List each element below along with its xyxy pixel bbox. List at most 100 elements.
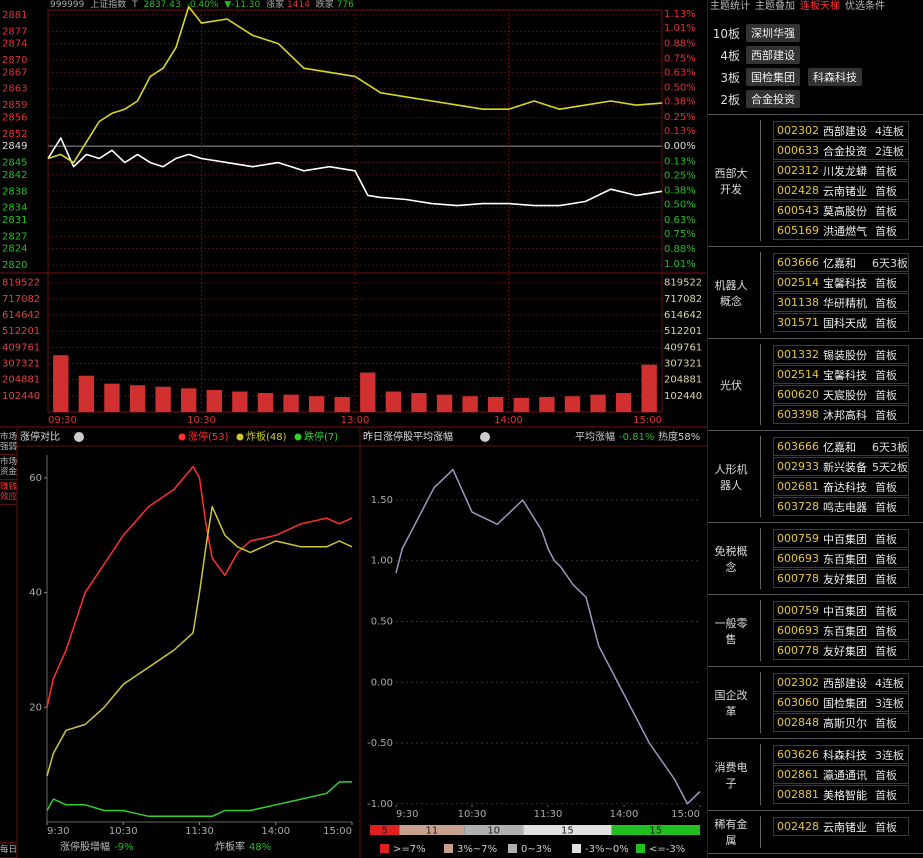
stock-row[interactable]: 002428 云南锗业 首板 [773, 817, 909, 836]
stock-row[interactable]: 600778 友好集团 首板 [773, 641, 909, 660]
stock-row[interactable]: 002848 高斯贝尔 首板 [773, 713, 909, 732]
ladder: 10板 深圳华强 4板 西部建设 3板 国检集团 科森科技 2板 合金投资 [708, 14, 923, 115]
stock-row[interactable]: 301571 国科天成 首板 [773, 313, 909, 332]
stock-row[interactable]: 000759 中百集团 首板 [773, 601, 909, 620]
stock-code: 002302 [777, 676, 819, 689]
theme-name: 稀有金属 [714, 818, 748, 847]
stock-row[interactable]: 002302 西部建设 4连板 [773, 673, 909, 692]
side-tab[interactable]: 赚钱效应 [0, 480, 17, 505]
y-tick-label: 1.00 [371, 556, 393, 567]
stock-row[interactable]: 001332 锡装股份 首板 [773, 345, 909, 364]
theme-group: 一般零售 000759 中百集团 首板 600693 东百集团 首板 600778 友好集团 首板 [708, 595, 923, 667]
stat-label: 平均涨幅 [575, 430, 615, 443]
stock-row[interactable]: 002881 美格智能 首板 [773, 785, 909, 804]
stock-row[interactable]: 000759 中百集团 首板 [773, 529, 909, 548]
legend-label: >=7% [393, 844, 426, 855]
stock-row[interactable]: 600620 天宸股份 首板 [773, 385, 909, 404]
stock-row[interactable]: 002681 奋达科技 首板 [773, 477, 909, 496]
stock-code: 600620 [777, 388, 819, 401]
stock-status: 6天3板 [872, 440, 908, 454]
stock-code: 603666 [777, 256, 819, 269]
stock-row[interactable]: 002514 宝馨科技 首板 [773, 365, 909, 384]
side-tab[interactable]: 市场资金 [0, 455, 17, 480]
y2-tick-label: 0.25% [664, 112, 696, 123]
stock-row[interactable]: 600693 东百集团 首板 [773, 621, 909, 640]
stock-row[interactable]: 600778 友好集团 首板 [773, 569, 909, 588]
stock-name: 友好集团 [823, 644, 867, 658]
volume-bar [78, 375, 95, 412]
ladder-stock[interactable]: 科森科技 [808, 68, 862, 86]
ladder-stock[interactable]: 深圳华强 [746, 24, 800, 42]
panel-tab[interactable]: 主题叠加 [755, 1, 795, 12]
stock-row[interactable]: 603626 科森科技 3连板 [773, 745, 909, 764]
y-tick-label: 1.50 [371, 495, 393, 506]
volume-bar [257, 393, 274, 412]
ladder-stock[interactable]: 西部建设 [746, 46, 800, 64]
y-tick-label: 40 [29, 588, 42, 599]
distribution-segment [611, 825, 700, 835]
volume-bar [104, 383, 120, 412]
y-tick-label: 2842 [2, 170, 27, 181]
x-tick-label: 9:30 [47, 826, 69, 837]
side-tab[interactable]: 每日 [0, 842, 17, 858]
theme-stocks: 002428 云南锗业 首板 [760, 816, 909, 848]
theme-group: 人形机器人 603666 亿嘉和 6天3板 002933 新兴装备 5天2板 002681 奋达… [708, 431, 923, 523]
stock-row[interactable]: 002302 西部建设 4连板 [773, 121, 909, 140]
stock-status: 3连板 [875, 696, 904, 710]
stock-row[interactable]: 603666 亿嘉和 6天3板 [773, 253, 909, 272]
y-tick-label: 2845 [2, 158, 27, 169]
stock-row[interactable]: 603060 国检集团 3连板 [773, 693, 909, 712]
stock-row[interactable]: 605169 洪通燃气 首板 [773, 221, 909, 240]
stock-name: 亿嘉和 [823, 256, 856, 270]
stock-code: 002514 [777, 368, 819, 381]
stock-row[interactable]: 603398 沐邦高科 首板 [773, 405, 909, 424]
stock-row[interactable]: 002933 新兴装备 5天2板 [773, 457, 909, 476]
stock-code: 000633 [777, 144, 819, 157]
distribution-label: 11 [426, 826, 439, 837]
y2-tick-label: 0.75% [664, 229, 696, 240]
theme-stocks: 000759 中百集团 首板 600693 东百集团 首板 600778 友好集团 首板 [760, 600, 909, 661]
stock-row[interactable]: 000633 合金投资 2连板 [773, 141, 909, 160]
stock-code: 600693 [777, 624, 819, 637]
distribution-label: 15 [649, 826, 662, 837]
y-tick-label: 60 [29, 473, 42, 484]
panel-tab[interactable]: 连板天梯 [800, 1, 840, 12]
stock-row[interactable]: 603728 鸣志电器 首板 [773, 497, 909, 516]
stock-status: 5天2板 [872, 460, 908, 474]
stock-status: 首板 [875, 348, 897, 362]
y2-tick-label: 0.25% [664, 170, 696, 181]
panel-tab[interactable]: 优选条件 [845, 1, 885, 12]
y2-tick-label: 0.38% [664, 186, 696, 197]
stock-name: 美格智能 [823, 788, 867, 802]
stock-status: 首板 [875, 276, 897, 290]
stock-name: 宝馨科技 [823, 276, 867, 290]
stock-row[interactable]: 603666 亿嘉和 6天3板 [773, 437, 909, 456]
stock-code: 002302 [777, 124, 819, 137]
stock-row[interactable]: 301138 华研精机 首板 [773, 293, 909, 312]
stock-row[interactable]: 002514 宝馨科技 首板 [773, 273, 909, 292]
footer-value: -9% [114, 842, 133, 853]
stock-code: 603060 [777, 696, 819, 709]
stock-row[interactable]: 600693 东百集团 首板 [773, 549, 909, 568]
stock-row[interactable]: 002428 云南锗业 首板 [773, 181, 909, 200]
legend-label: 0~3% [521, 844, 552, 855]
volume-tick-label-right: 409761 [664, 342, 702, 353]
stock-row[interactable]: 002861 瀛通通讯 首板 [773, 765, 909, 784]
stock-code: 002933 [777, 460, 819, 473]
stock-status: 2连板 [875, 144, 904, 158]
stock-row[interactable]: 600543 莫高股份 首板 [773, 201, 909, 220]
stock-code: 600778 [777, 572, 819, 585]
x-tick-label: 13:00 [341, 415, 370, 426]
stock-row[interactable]: 002312 川发龙蟒 首板 [773, 161, 909, 180]
stock-status: 首板 [875, 624, 897, 638]
y2-tick-label: 0.50% [664, 83, 696, 94]
panel-tab[interactable]: 主题统计 [710, 1, 750, 12]
ladder-stock[interactable]: 国检集团 [746, 68, 800, 86]
side-tab[interactable]: 市场强弱 [0, 430, 17, 455]
stock-status: 首板 [875, 532, 897, 546]
theme-name: 一般零售 [714, 616, 748, 646]
legend-swatch [444, 844, 453, 853]
ladder-stock[interactable]: 合金投资 [746, 90, 800, 108]
legend-swatch [572, 844, 581, 853]
